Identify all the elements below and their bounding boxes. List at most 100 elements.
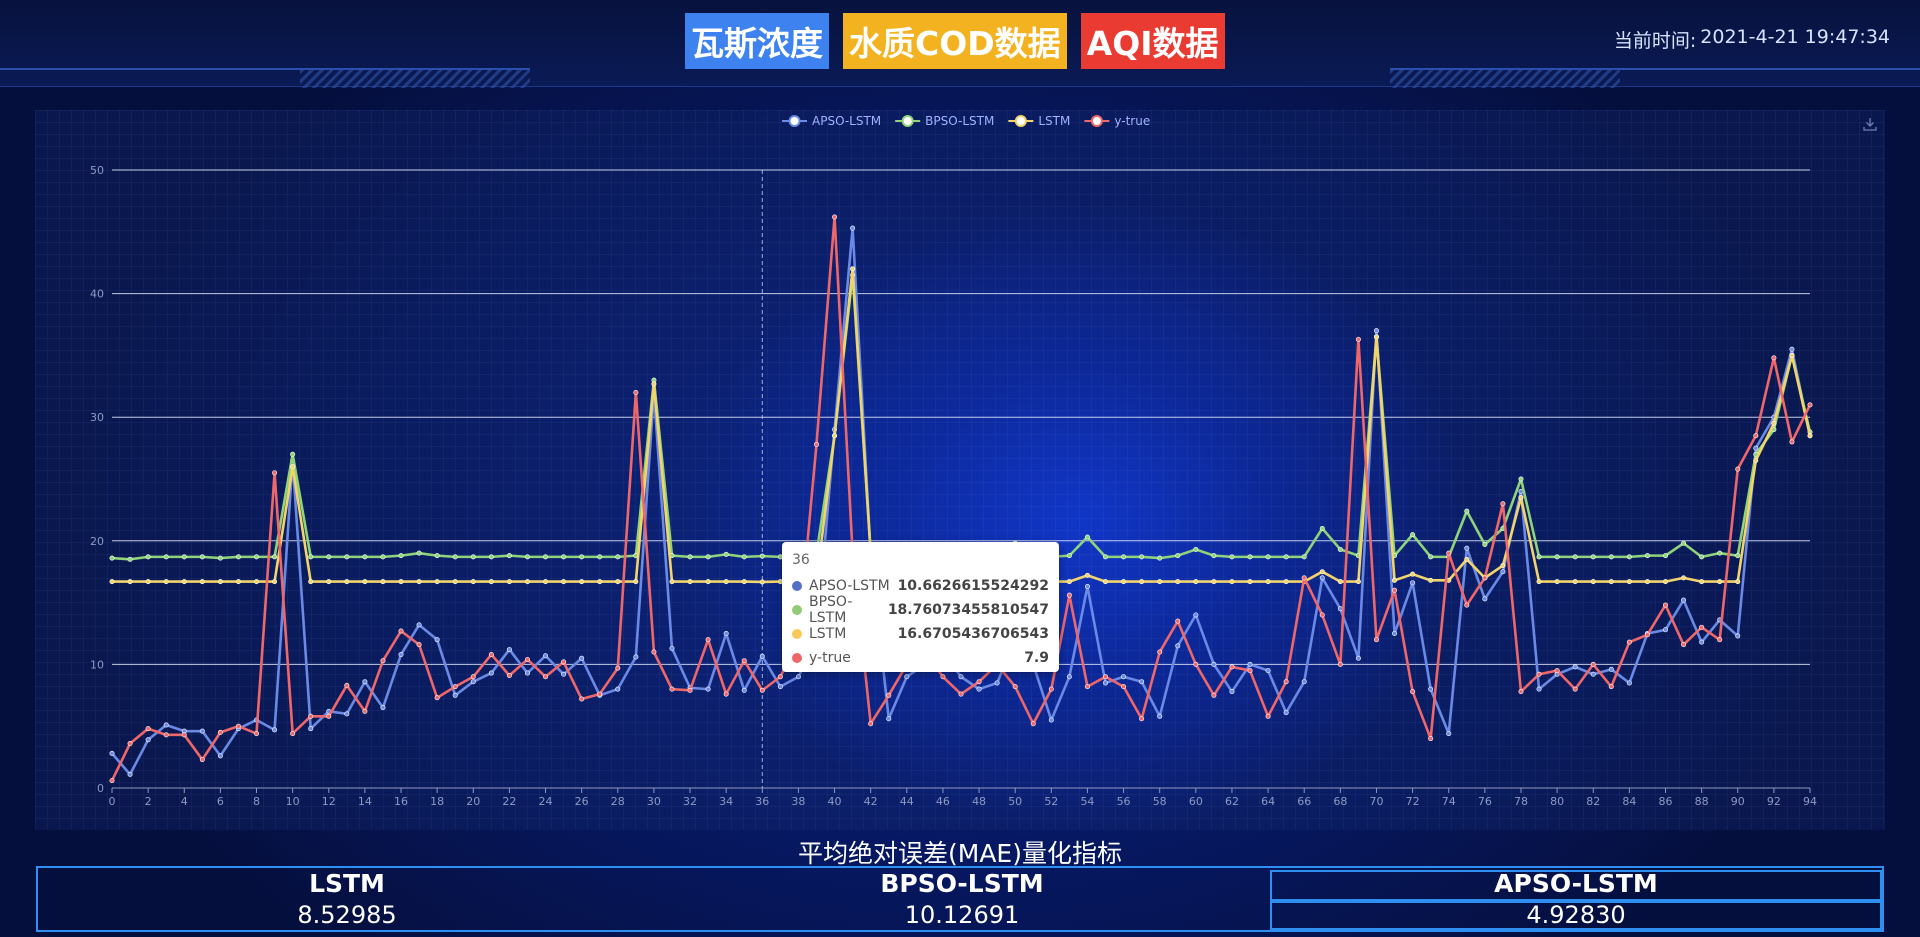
series-point-bpso-lstm bbox=[308, 554, 314, 560]
series-point-apso-lstm bbox=[1319, 575, 1325, 581]
series-point-lstm bbox=[543, 579, 549, 585]
series-point-bpso-lstm bbox=[1175, 553, 1181, 559]
series-point-bpso-lstm bbox=[380, 554, 386, 560]
series-point-bpso-lstm bbox=[127, 556, 133, 562]
series-point-bpso-lstm bbox=[705, 554, 711, 560]
series-point-apso-lstm bbox=[1392, 630, 1398, 636]
series-point-bpso-lstm bbox=[199, 554, 205, 560]
series-point-lstm bbox=[362, 579, 368, 585]
series-point-y-true bbox=[976, 679, 982, 685]
mae-lstm-label: LSTM bbox=[309, 869, 385, 898]
series-point-bpso-lstm bbox=[1662, 553, 1668, 559]
series-point-apso-lstm bbox=[416, 622, 422, 628]
series-point-y-true bbox=[561, 659, 567, 665]
series-point-apso-lstm bbox=[199, 728, 205, 734]
tab-water-cod[interactable]: 水质COD数据 bbox=[843, 13, 1067, 69]
series-point-y-true bbox=[416, 642, 422, 648]
series-point-bpso-lstm bbox=[181, 554, 187, 560]
x-tick-label: 16 bbox=[394, 795, 408, 808]
mae-bpso-value: 10.12691 bbox=[904, 901, 1020, 929]
series-point-lstm bbox=[1193, 579, 1199, 585]
series-point-y-true bbox=[813, 441, 819, 447]
series-point-apso-lstm bbox=[1446, 731, 1452, 737]
header-line-left bbox=[0, 68, 530, 70]
series-point-lstm bbox=[1771, 420, 1777, 426]
series-point-lstm bbox=[1464, 556, 1470, 562]
series-point-lstm bbox=[741, 579, 747, 585]
header-line-right bbox=[1390, 68, 1920, 70]
series-point-bpso-lstm bbox=[1464, 508, 1470, 514]
x-tick-label: 88 bbox=[1695, 795, 1709, 808]
series-point-lstm bbox=[1500, 563, 1506, 569]
series-point-y-true bbox=[254, 731, 260, 737]
series-point-lstm bbox=[217, 579, 223, 585]
download-icon[interactable] bbox=[1862, 116, 1878, 132]
series-point-y-true bbox=[1717, 637, 1723, 643]
y-tick-label: 30 bbox=[90, 411, 104, 424]
series-point-y-true bbox=[1012, 684, 1018, 690]
series-point-apso-lstm bbox=[1283, 710, 1289, 716]
series-point-bpso-lstm bbox=[1699, 554, 1705, 560]
series-point-y-true bbox=[1590, 661, 1596, 667]
series-point-apso-lstm bbox=[777, 684, 783, 690]
series-point-apso-lstm bbox=[1410, 580, 1416, 586]
x-tick-label: 22 bbox=[502, 795, 516, 808]
series-point-apso-lstm bbox=[1103, 680, 1109, 686]
series-point-y-true bbox=[1229, 664, 1235, 670]
x-tick-label: 12 bbox=[322, 795, 336, 808]
header-deco-left bbox=[300, 70, 530, 88]
series-point-y-true bbox=[1536, 671, 1542, 677]
series-point-y-true bbox=[1644, 632, 1650, 638]
series-point-y-true bbox=[1084, 684, 1090, 690]
x-tick-label: 48 bbox=[972, 795, 986, 808]
series-point-apso-lstm bbox=[1626, 680, 1632, 686]
series-point-lstm bbox=[1789, 352, 1795, 358]
series-point-y-true bbox=[832, 214, 838, 220]
tab-aqi[interactable]: AQI数据 bbox=[1080, 13, 1225, 69]
series-point-apso-lstm bbox=[759, 653, 765, 659]
series-point-lstm bbox=[1211, 579, 1217, 585]
series-point-lstm bbox=[1572, 579, 1578, 585]
series-point-lstm bbox=[524, 579, 530, 585]
series-point-y-true bbox=[633, 389, 639, 395]
x-tick-label: 86 bbox=[1658, 795, 1672, 808]
series-point-lstm bbox=[488, 579, 494, 585]
mae-apso-head-box bbox=[1270, 870, 1882, 901]
series-point-y-true bbox=[524, 656, 530, 662]
series-point-apso-lstm bbox=[380, 705, 386, 711]
series-point-lstm bbox=[1410, 571, 1416, 577]
series-point-lstm bbox=[163, 579, 169, 585]
x-tick-label: 0 bbox=[109, 795, 116, 808]
current-time-label: 当前时间: bbox=[1613, 30, 1697, 52]
series-point-apso-lstm bbox=[1681, 597, 1687, 603]
series-point-lstm bbox=[344, 579, 350, 585]
series-point-lstm bbox=[308, 579, 314, 585]
series-point-bpso-lstm bbox=[416, 550, 422, 556]
series-point-apso-lstm bbox=[1753, 445, 1759, 451]
series-point-y-true bbox=[705, 637, 711, 643]
series-point-lstm bbox=[398, 579, 404, 585]
series-point-lstm bbox=[1662, 579, 1668, 585]
series-point-y-true bbox=[651, 649, 657, 655]
series-point-y-true bbox=[1789, 439, 1795, 445]
series-point-bpso-lstm bbox=[759, 553, 765, 559]
series-point-lstm bbox=[723, 579, 729, 585]
series-point-lstm bbox=[759, 579, 765, 585]
series-point-y-true bbox=[1121, 684, 1127, 690]
tooltip-row: APSO-LSTM 10.6626615524292 bbox=[792, 574, 1049, 598]
series-point-apso-lstm bbox=[723, 630, 729, 636]
series-point-y-true bbox=[1753, 433, 1759, 439]
series-point-apso-lstm bbox=[1355, 655, 1361, 661]
tab-gas-concentration[interactable]: 瓦斯浓度 bbox=[685, 13, 829, 69]
legend-label-y-true: y-true bbox=[1114, 114, 1150, 128]
series-point-lstm bbox=[1536, 579, 1542, 585]
x-tick-label: 50 bbox=[1008, 795, 1022, 808]
series-point-y-true bbox=[362, 708, 368, 714]
tooltip-name: LSTM bbox=[809, 626, 847, 642]
y-tick-label: 40 bbox=[90, 288, 104, 301]
series-point-lstm bbox=[561, 579, 567, 585]
series-point-apso-lstm bbox=[1428, 686, 1434, 692]
series-point-apso-lstm bbox=[741, 687, 747, 693]
series-point-apso-lstm bbox=[543, 653, 549, 659]
series-point-y-true bbox=[1572, 686, 1578, 692]
